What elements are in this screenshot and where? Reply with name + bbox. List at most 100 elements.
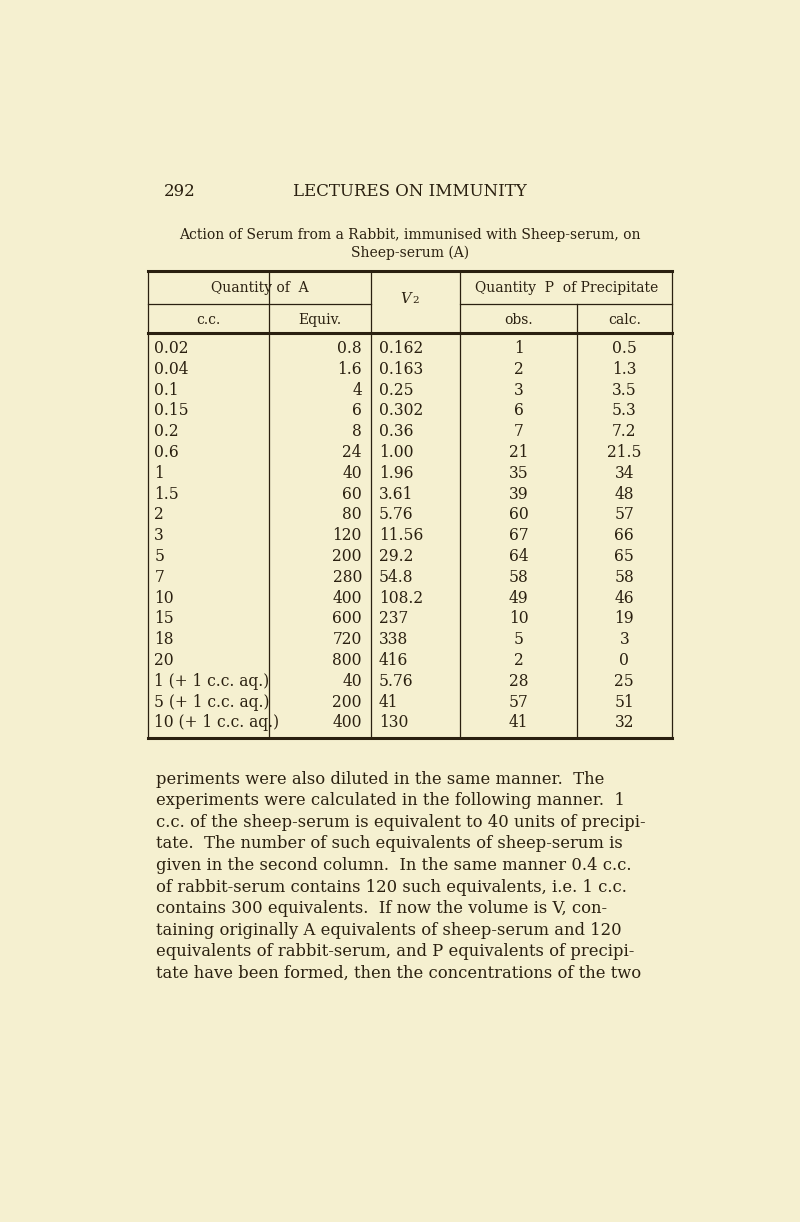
Text: 49: 49 <box>509 589 528 606</box>
Text: 1: 1 <box>154 464 164 481</box>
Text: 338: 338 <box>379 631 408 648</box>
Text: 0.2: 0.2 <box>154 423 179 440</box>
Text: 0.5: 0.5 <box>612 340 637 357</box>
Text: 24: 24 <box>342 444 362 461</box>
Text: c.c. of the sheep-serum is equivalent to 40 units of precipi-: c.c. of the sheep-serum is equivalent to… <box>156 814 646 831</box>
Text: 600: 600 <box>332 610 362 627</box>
Text: periments were also diluted in the same manner.  The: periments were also diluted in the same … <box>156 771 604 788</box>
Text: 1.6: 1.6 <box>338 360 362 378</box>
Text: 0.1: 0.1 <box>154 381 179 398</box>
Text: calc.: calc. <box>608 313 641 327</box>
Text: 6: 6 <box>352 402 362 419</box>
Text: 58: 58 <box>614 568 634 585</box>
Text: 80: 80 <box>342 506 362 523</box>
Text: 21: 21 <box>509 444 528 461</box>
Text: 130: 130 <box>379 715 408 731</box>
Text: 3.61: 3.61 <box>379 485 414 502</box>
Text: 10: 10 <box>154 589 174 606</box>
Text: 18: 18 <box>154 631 174 648</box>
Text: 108.2: 108.2 <box>379 589 423 606</box>
Text: 7: 7 <box>514 423 523 440</box>
Text: 3: 3 <box>619 631 629 648</box>
Text: 4: 4 <box>352 381 362 398</box>
Text: Quantity  P  of Precipitate: Quantity P of Precipitate <box>474 281 658 296</box>
Text: 8: 8 <box>352 423 362 440</box>
Text: Equiv.: Equiv. <box>298 313 342 327</box>
Text: given in the second column.  In the same manner 0.4 c.c.: given in the second column. In the same … <box>156 857 631 874</box>
Text: 1 (+ 1 c.c. aq.): 1 (+ 1 c.c. aq.) <box>154 673 270 689</box>
Text: 720: 720 <box>333 631 362 648</box>
Text: 60: 60 <box>509 506 528 523</box>
Text: Quantity of  A: Quantity of A <box>211 281 309 296</box>
Text: 66: 66 <box>614 527 634 544</box>
Text: 41: 41 <box>509 715 528 731</box>
Text: 237: 237 <box>379 610 408 627</box>
Text: 400: 400 <box>333 715 362 731</box>
Text: 7: 7 <box>154 568 164 585</box>
Text: 1: 1 <box>514 340 523 357</box>
Text: 1.00: 1.00 <box>379 444 414 461</box>
Text: 3: 3 <box>514 381 523 398</box>
Text: 200: 200 <box>333 547 362 565</box>
Text: Sheep-serum (A): Sheep-serum (A) <box>351 246 469 260</box>
Text: 11.56: 11.56 <box>379 527 423 544</box>
Text: 292: 292 <box>163 183 195 200</box>
Text: 120: 120 <box>333 527 362 544</box>
Text: 5: 5 <box>154 547 164 565</box>
Text: 21.5: 21.5 <box>607 444 642 461</box>
Text: LECTURES ON IMMUNITY: LECTURES ON IMMUNITY <box>293 183 527 200</box>
Text: Action of Serum from a Rabbit, immunised with Sheep-serum, on: Action of Serum from a Rabbit, immunised… <box>179 229 641 242</box>
Text: 19: 19 <box>614 610 634 627</box>
Text: 39: 39 <box>509 485 528 502</box>
Text: 40: 40 <box>342 673 362 689</box>
Text: equivalents of rabbit-serum, and P equivalents of precipi-: equivalents of rabbit-serum, and P equiv… <box>156 943 634 960</box>
Text: 46: 46 <box>614 589 634 606</box>
Text: 0.302: 0.302 <box>379 402 423 419</box>
Text: 32: 32 <box>614 715 634 731</box>
Text: 35: 35 <box>509 464 528 481</box>
Text: 51: 51 <box>614 694 634 710</box>
Text: 5.76: 5.76 <box>379 506 414 523</box>
Text: 0.02: 0.02 <box>154 340 189 357</box>
Text: 65: 65 <box>614 547 634 565</box>
Text: 41: 41 <box>379 694 398 710</box>
Text: 60: 60 <box>342 485 362 502</box>
Text: 6: 6 <box>514 402 523 419</box>
Text: 7.2: 7.2 <box>612 423 637 440</box>
Text: 5: 5 <box>514 631 523 648</box>
Text: taining originally A equivalents of sheep-serum and 120: taining originally A equivalents of shee… <box>156 921 622 938</box>
Text: 0.36: 0.36 <box>379 423 414 440</box>
Text: 0.6: 0.6 <box>154 444 179 461</box>
Text: 15: 15 <box>154 610 174 627</box>
Text: 416: 416 <box>379 651 408 668</box>
Text: 3: 3 <box>154 527 164 544</box>
Text: 57: 57 <box>509 694 528 710</box>
Text: obs.: obs. <box>504 313 533 327</box>
Text: 0.15: 0.15 <box>154 402 189 419</box>
Text: tate have been formed, then the concentrations of the two: tate have been formed, then the concentr… <box>156 964 641 981</box>
Text: 0.162: 0.162 <box>379 340 423 357</box>
Text: 0: 0 <box>619 651 630 668</box>
Text: 54.8: 54.8 <box>379 568 414 585</box>
Text: 1.5: 1.5 <box>154 485 179 502</box>
Text: 0.163: 0.163 <box>379 360 423 378</box>
Text: 64: 64 <box>509 547 528 565</box>
Text: 58: 58 <box>509 568 528 585</box>
Text: 2: 2 <box>514 360 523 378</box>
Text: 1.96: 1.96 <box>379 464 414 481</box>
Text: 48: 48 <box>614 485 634 502</box>
Text: 34: 34 <box>614 464 634 481</box>
Text: V: V <box>400 292 410 306</box>
Text: experiments were calculated in the following manner.  1: experiments were calculated in the follo… <box>156 792 625 809</box>
Text: 10 (+ 1 c.c. aq.): 10 (+ 1 c.c. aq.) <box>154 715 279 731</box>
Text: 5.76: 5.76 <box>379 673 414 689</box>
Text: 800: 800 <box>333 651 362 668</box>
Text: 3.5: 3.5 <box>612 381 637 398</box>
Text: 0.8: 0.8 <box>338 340 362 357</box>
Text: tate.  The number of such equivalents of sheep-serum is: tate. The number of such equivalents of … <box>156 836 622 853</box>
Text: 2: 2 <box>154 506 164 523</box>
Text: 28: 28 <box>509 673 528 689</box>
Text: 400: 400 <box>333 589 362 606</box>
Text: 5 (+ 1 c.c. aq.): 5 (+ 1 c.c. aq.) <box>154 694 270 710</box>
Text: of rabbit-serum contains 120 such equivalents, i.e. 1 c.c.: of rabbit-serum contains 120 such equiva… <box>156 879 626 896</box>
